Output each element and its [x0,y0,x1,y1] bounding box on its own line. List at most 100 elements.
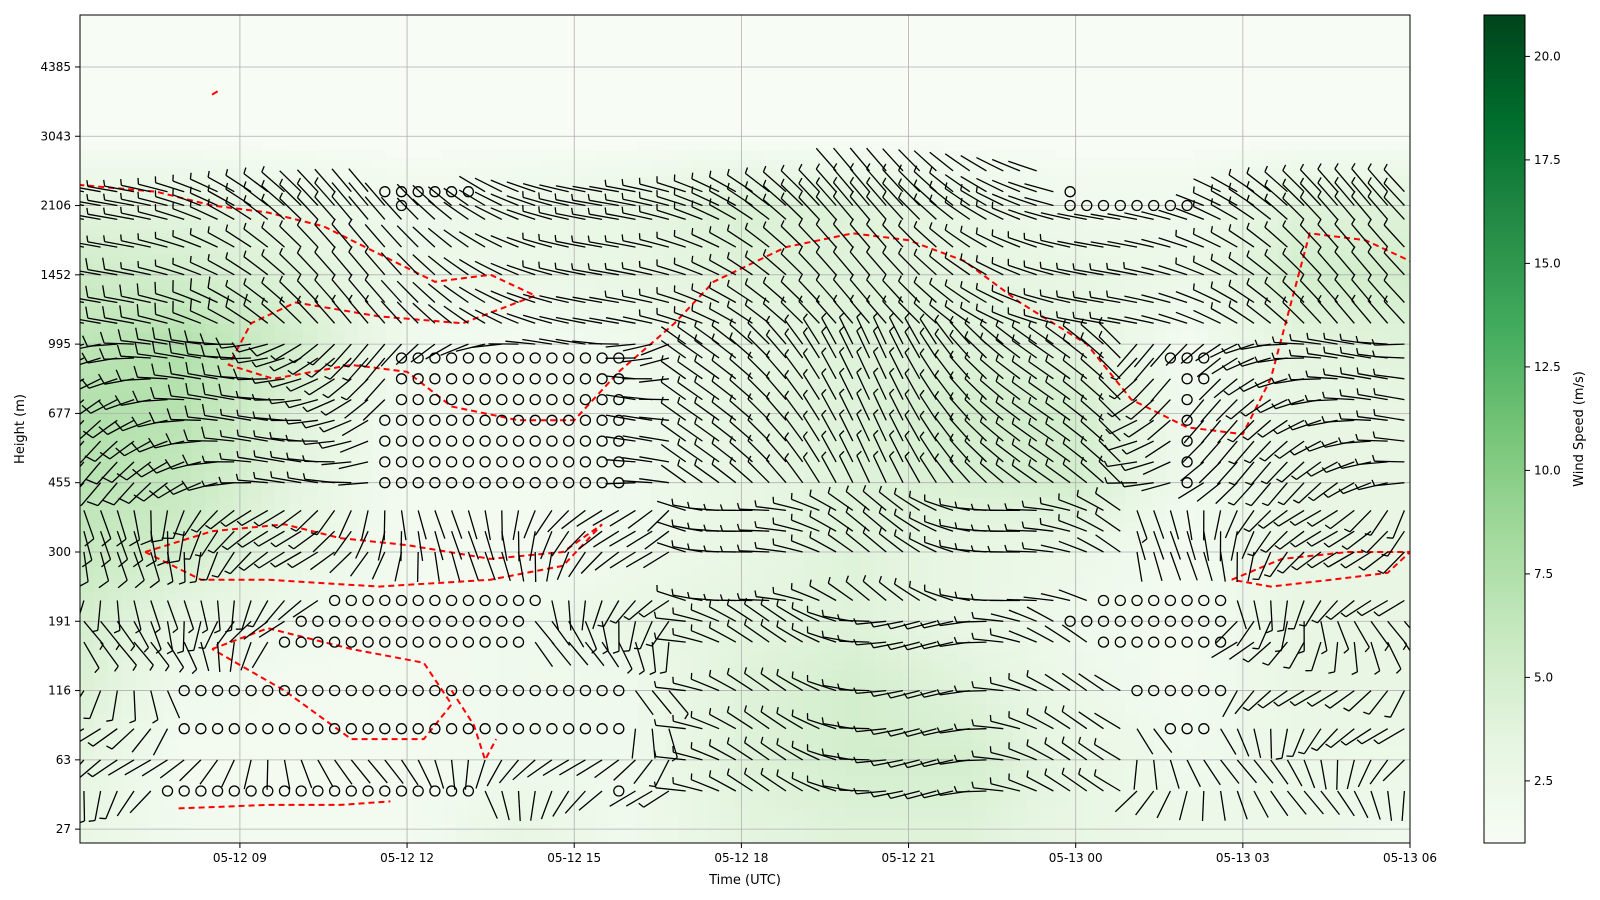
speed-cell [706,271,722,281]
speed-cell [706,531,722,541]
speed-cell [804,669,819,680]
speed-cell [330,193,346,203]
speed-cell [860,652,875,662]
speed-cell [93,687,109,697]
speed-cell [665,799,680,809]
speed-cell [581,461,596,472]
speed-cell [470,384,485,394]
speed-cell [706,297,722,307]
speed-cell [581,254,596,264]
speed-cell [135,817,151,827]
speed-cell [706,513,722,524]
speed-cell [637,600,652,610]
speed-cell [846,366,861,376]
speed-cell [874,574,889,584]
speed-cell [595,384,610,394]
speed-cell [247,739,262,749]
speed-cell [247,773,262,783]
speed-cell [386,808,401,818]
speed-cell [484,557,499,567]
speed-cell [484,522,499,532]
speed-cell [121,791,137,801]
speed-cell [832,591,847,602]
speed-cell [121,409,137,420]
speed-cell [762,219,778,229]
speed-cell [818,747,833,757]
speed-cell [762,574,778,584]
speed-cell [706,669,722,680]
speed-cell [846,756,861,766]
speed-cell [665,254,680,264]
speed-cell [330,704,346,714]
speed-cell [637,799,652,809]
speed-cell [860,401,875,411]
speed-cell [679,184,694,195]
speed-cell [846,834,861,843]
speed-cell [525,409,541,420]
speed-cell [386,747,401,757]
speed-cell [261,652,276,662]
speed-cell [470,184,485,195]
speed-cell [121,548,137,558]
speed-cell [456,565,471,576]
speed-cell [302,236,318,246]
speed-cell [832,271,847,281]
speed-cell [901,392,917,402]
speed-cell [386,522,401,532]
speed-cell [539,782,555,792]
speed-cell [734,202,750,212]
speed-cell [470,375,485,385]
speed-cell [706,401,722,411]
speed-cell [219,617,234,628]
speed-cell [748,583,764,593]
speed-cell [679,565,694,576]
speed-cell [233,739,248,749]
speed-cell [734,297,750,307]
speed-cell [107,531,123,541]
speed-cell [776,591,791,602]
speed-cell [887,158,903,169]
speed-cell [692,375,708,385]
speed-cell [818,704,833,714]
speed-cell [511,306,527,316]
speed-cell [288,496,304,506]
speed-cell [887,375,903,385]
speed-cell [915,747,931,757]
speed-cell [581,496,596,506]
speed-cell [135,739,151,749]
speed-cell [484,678,499,688]
speed-cell [80,167,95,177]
speed-cell [288,219,304,229]
speed-cell [665,297,680,307]
speed-cell [93,150,109,160]
speed-cell [121,158,137,169]
speed-cell [205,271,220,281]
speed-cell [302,522,318,532]
speed-cell [302,505,318,515]
speed-cell [887,704,903,714]
speed-cell [818,193,833,203]
speed-cell [191,773,206,783]
speed-cell [316,557,332,567]
speed-cell [818,340,833,350]
speed-cell [818,262,833,272]
speed-cell [191,392,206,402]
speed-cell [609,288,624,298]
speed-cell [706,444,722,454]
speed-cell [734,799,750,809]
speed-cell [400,219,415,229]
speed-cell [720,262,736,272]
speed-cell [330,574,346,584]
speed-cell [497,193,513,203]
speed-cell [497,461,513,472]
speed-cell [790,600,805,610]
speed-cell [456,409,471,420]
speed-cell [428,505,443,515]
speed-cell [915,418,931,428]
speed-cell [539,609,555,619]
speed-cell [414,435,429,446]
speed-cell [470,825,485,835]
speed-cell [261,176,276,186]
speed-cell [358,539,374,550]
speed-cell [734,773,750,783]
